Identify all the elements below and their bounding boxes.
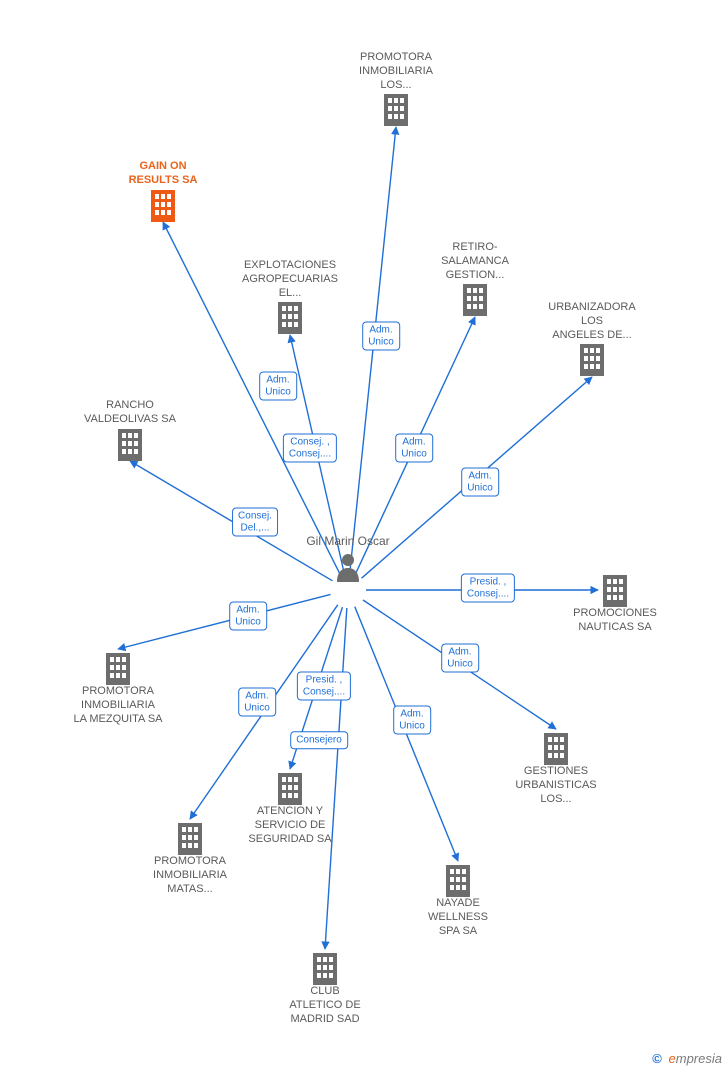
building-icon <box>443 863 473 897</box>
company-label: PROMOTORA INMOBILIARIA LOS... <box>359 51 433 91</box>
building-icon <box>115 427 145 461</box>
copyright-symbol: © <box>652 1051 662 1066</box>
company-node-club-atletico[interactable]: CLUB ATLETICO DE MADRID SAD <box>265 951 385 1026</box>
company-label: CLUB ATLETICO DE MADRID SAD <box>289 985 360 1025</box>
edge-label: Adm. Unico <box>441 644 479 673</box>
company-node-promotora-mezquita[interactable]: PROMOTORA INMOBILIARIA LA MEZQUITA SA <box>58 651 178 726</box>
building-icon <box>103 651 133 685</box>
edge-label: Consejero <box>290 731 348 749</box>
brand-rest: mpresia <box>676 1051 722 1066</box>
company-node-promociones-nauticas[interactable]: PROMOCIONES NAUTICAS SA <box>555 573 675 635</box>
building-icon <box>175 821 205 855</box>
company-label: RETIRO- SALAMANCA GESTION... <box>441 241 509 281</box>
company-label: EXPLOTACIONES AGROPECUARIAS EL... <box>242 259 338 299</box>
company-label: URBANIZADORA LOS ANGELES DE... <box>548 301 635 341</box>
company-node-gain-on-results[interactable]: GAIN ON RESULTS SA <box>103 160 223 222</box>
attribution: © empresia <box>652 1051 722 1066</box>
person-icon <box>335 552 361 582</box>
center-person-node[interactable]: Gil Marin Oscar <box>298 534 398 582</box>
edge-label: Adm. Unico <box>461 468 499 497</box>
edge-label: Consej. , Consej.... <box>283 434 337 463</box>
company-node-urbanizadora[interactable]: URBANIZADORA LOS ANGELES DE... <box>532 301 652 376</box>
company-node-rancho-valdeolivas[interactable]: RANCHO VALDEOLIVAS SA <box>70 399 190 461</box>
edge-label: Presid. , Consej.... <box>461 574 515 603</box>
center-label: Gil Marin Oscar <box>298 534 398 548</box>
building-icon <box>600 573 630 607</box>
brand-initial: e <box>669 1051 676 1066</box>
edge-label: Presid. , Consej.... <box>297 672 351 701</box>
company-node-promotora-los[interactable]: PROMOTORA INMOBILIARIA LOS... <box>336 51 456 126</box>
network-diagram: GAIN ON RESULTS SA PROMOTORA INMOBILIARI… <box>0 0 728 1070</box>
edge-line <box>118 594 331 649</box>
edge-label: Consej. Del.,... <box>232 508 278 537</box>
edge-label: Adm. Unico <box>362 322 400 351</box>
company-label: PROMOTORA INMOBILIARIA LA MEZQUITA SA <box>73 685 162 725</box>
company-node-nayade-wellness[interactable]: NAYADE WELLNESS SPA SA <box>398 863 518 938</box>
building-icon <box>275 300 305 334</box>
company-node-retiro-salamanca[interactable]: RETIRO- SALAMANCA GESTION... <box>415 241 535 316</box>
company-label: PROMOTORA INMOBILIARIA MATAS... <box>153 855 227 895</box>
building-icon <box>541 731 571 765</box>
building-icon <box>460 282 490 316</box>
company-node-gestiones-urban[interactable]: GESTIONES URBANISTICAS LOS... <box>496 731 616 806</box>
building-icon <box>275 771 305 805</box>
edge-label: Adm. Unico <box>395 434 433 463</box>
company-label: RANCHO VALDEOLIVAS SA <box>84 399 176 425</box>
building-icon <box>577 342 607 376</box>
edge-label: Adm. Unico <box>393 706 431 735</box>
company-label: GAIN ON RESULTS SA <box>129 160 198 186</box>
edge-label: Adm. Unico <box>259 372 297 401</box>
company-node-explotaciones[interactable]: EXPLOTACIONES AGROPECUARIAS EL... <box>230 259 350 334</box>
building-icon <box>310 951 340 985</box>
building-icon <box>381 92 411 126</box>
company-label: ATENCION Y SERVICIO DE SEGURIDAD SA <box>248 805 331 845</box>
company-label: GESTIONES URBANISTICAS LOS... <box>515 765 596 805</box>
company-node-atencion-seguridad[interactable]: ATENCION Y SERVICIO DE SEGURIDAD SA <box>230 771 350 846</box>
edge-label: Adm. Unico <box>238 688 276 717</box>
edge-label: Adm. Unico <box>229 602 267 631</box>
company-label: NAYADE WELLNESS SPA SA <box>428 897 488 937</box>
building-icon <box>148 188 178 222</box>
company-label: PROMOCIONES NAUTICAS SA <box>573 607 657 633</box>
